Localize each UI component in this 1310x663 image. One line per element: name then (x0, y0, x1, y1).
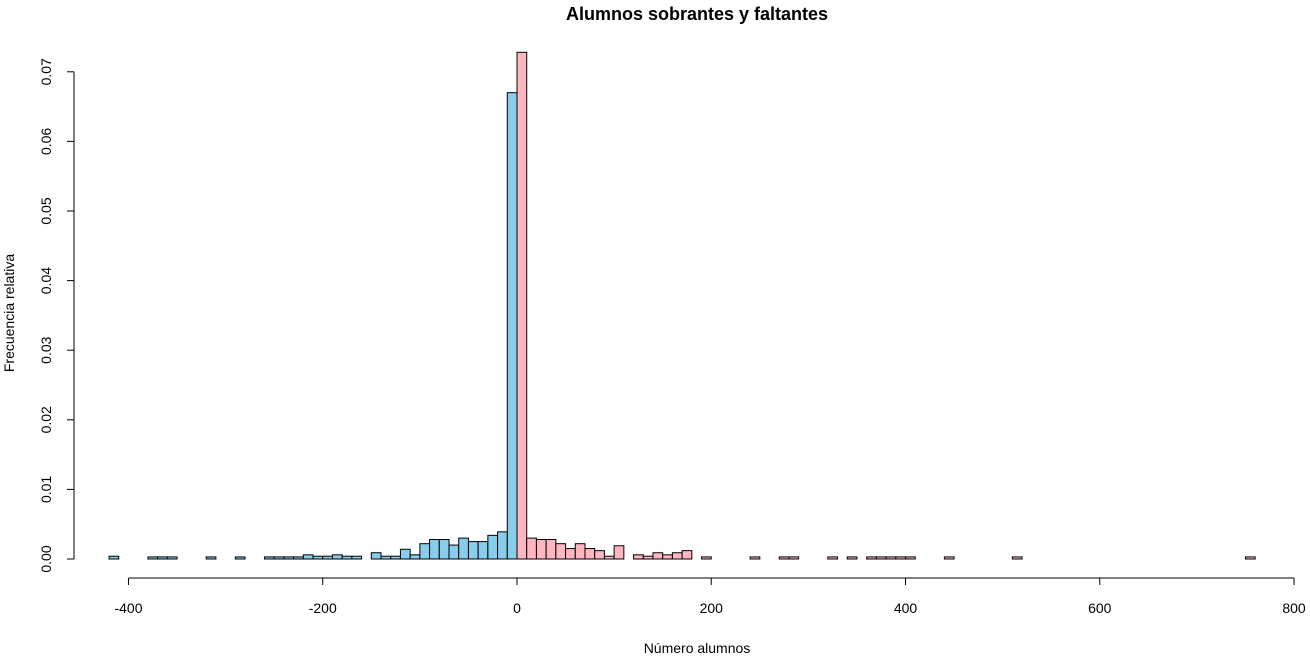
histogram-bar (390, 555, 401, 560)
y-tick-label: 0.00 (38, 545, 54, 572)
histogram-bar (671, 552, 683, 560)
histogram-bar (409, 554, 421, 560)
y-axis: 0.00 0.01 0.02 0.03 0.04 0.05 0.06 0.07 (38, 58, 75, 573)
histogram-bar (147, 556, 159, 560)
histogram-bar (283, 556, 295, 560)
histogram-bar (701, 556, 712, 560)
histogram-bar (108, 555, 120, 560)
histogram-bar (565, 548, 576, 560)
x-tick-label: 0 (513, 600, 521, 616)
histogram-bar (497, 531, 508, 560)
histogram-bar (506, 92, 518, 560)
histogram-bar (331, 554, 343, 560)
bars-group (108, 51, 1256, 560)
histogram-bar (234, 556, 246, 560)
histogram-bar (749, 556, 761, 560)
x-tick-label: 800 (1282, 600, 1306, 616)
histogram-bar (1244, 556, 1256, 560)
histogram-bar (895, 556, 907, 560)
y-tick-label: 0.07 (38, 58, 54, 85)
histogram-bar (293, 556, 304, 560)
histogram-bar (302, 554, 314, 560)
y-tick-label: 0.04 (38, 267, 54, 294)
x-tick-label: 200 (700, 600, 724, 616)
histogram-bar (312, 555, 324, 560)
histogram-bar (477, 541, 489, 560)
y-tick-label: 0.05 (38, 197, 54, 224)
histogram-bar (613, 545, 625, 560)
x-tick-label: 400 (894, 600, 918, 616)
histogram-bar (584, 548, 596, 560)
histogram-bar (555, 543, 567, 560)
chart-title: Alumnos sobrantes y faltantes (566, 4, 828, 24)
histogram-bar (846, 556, 858, 560)
histogram-bar (905, 556, 916, 560)
histogram-bar (419, 543, 431, 560)
histogram-bar (429, 539, 440, 560)
y-tick-label: 0.01 (38, 476, 54, 503)
histogram-bar (943, 556, 955, 560)
x-tick-label: -200 (309, 600, 337, 616)
y-tick-label: 0.06 (38, 128, 54, 155)
histogram-bar (875, 556, 887, 560)
histogram-bar (487, 534, 499, 560)
histogram-bar (1011, 556, 1023, 560)
histogram-bar (351, 555, 363, 560)
histogram-bar (535, 539, 547, 560)
histogram-bar (467, 541, 479, 560)
histogram-bar (205, 556, 217, 560)
histogram-bar (885, 556, 897, 560)
histogram-bar (516, 51, 528, 560)
y-tick-label: 0.02 (38, 406, 54, 433)
histogram-bar (788, 556, 800, 560)
histogram-bar (399, 548, 411, 560)
histogram-bar (642, 555, 654, 560)
x-axis-label: Número alumnos (644, 640, 751, 656)
histogram-bar (681, 550, 693, 560)
y-axis-label: Frecuencia relativa (1, 254, 17, 372)
histogram-bar (633, 554, 644, 560)
histogram-bar (448, 544, 460, 560)
histogram-bar (526, 537, 537, 560)
histogram-bar (594, 550, 605, 560)
histogram-bar (166, 556, 178, 560)
histogram-bar (866, 556, 877, 560)
histogram-bar (827, 556, 839, 560)
histogram-bar (322, 555, 333, 560)
histogram-bar (652, 552, 664, 560)
x-axis: -400 -200 0 200 400 600 800 (114, 577, 1306, 616)
histogram-bar (341, 555, 353, 560)
histogram-bar (263, 556, 275, 560)
histogram-bar (603, 555, 615, 560)
x-tick-label: -400 (114, 600, 142, 616)
histogram-bar (380, 555, 392, 560)
x-tick-label: 600 (1088, 600, 1112, 616)
histogram-bar (157, 556, 168, 560)
histogram-bar (370, 552, 382, 560)
histogram-bar (273, 556, 285, 560)
histogram-bar (458, 537, 469, 560)
histogram-bar (662, 554, 673, 560)
histogram-bar (545, 539, 557, 560)
histogram-bar (574, 543, 586, 560)
histogram-bar (438, 539, 450, 560)
y-tick-label: 0.03 (38, 336, 54, 363)
histogram-bar (778, 556, 790, 560)
